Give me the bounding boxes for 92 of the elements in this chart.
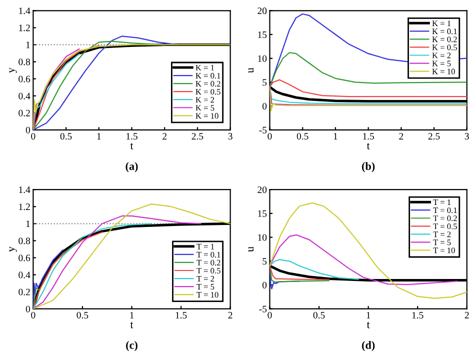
legend-label: T = 0.1 xyxy=(433,207,457,214)
y-tick-label: -5 xyxy=(259,126,267,134)
y-axis-title: u xyxy=(248,68,254,73)
x-tick-label: 2 xyxy=(464,312,469,318)
x-tick-label: 2 xyxy=(228,312,232,318)
x-axis-title: t xyxy=(366,322,370,328)
x-tick-label: 0.5 xyxy=(60,132,72,140)
x-tick-label: 1.5 xyxy=(126,133,138,140)
legend-label: K = 2 xyxy=(196,97,214,103)
y-tick-label: 0.2 xyxy=(18,110,30,116)
y-tick-label: 15 xyxy=(258,31,267,38)
y-tick-label: -5 xyxy=(259,306,267,312)
x-tick-label: 2.5 xyxy=(428,133,440,140)
x-axis-title: t xyxy=(366,142,370,150)
y-tick-label: 5 xyxy=(262,258,267,265)
y-tick-label: 1 xyxy=(26,42,30,48)
y-axis-title: y xyxy=(9,246,17,252)
y-tick-label: 0 xyxy=(262,102,267,110)
x-axis-title: t xyxy=(130,142,134,150)
y-tick-label: 0.4 xyxy=(18,92,30,100)
legend-label: K = 5 xyxy=(432,60,451,66)
legend-label: T = 0.2 xyxy=(196,260,220,266)
x-tick-label: 1 xyxy=(366,312,370,318)
y-tick-label: 0 xyxy=(262,282,267,288)
legend-label: K = 10 xyxy=(432,68,455,74)
x-axis-title: t xyxy=(130,322,134,328)
legend-label: K = 5 xyxy=(196,105,214,111)
y-tick-label: 0.6 xyxy=(18,254,30,262)
x-tick-label: 2.5 xyxy=(192,133,204,140)
text: (d) xyxy=(362,341,375,352)
y-tick-label: 1.4 xyxy=(19,186,30,194)
x-tick-label: 0.5 xyxy=(296,132,308,140)
y-tick-label: 15 xyxy=(258,210,267,217)
y-tick-label: 1.2 xyxy=(19,24,30,32)
legend-label: K = 0.1 xyxy=(196,72,220,79)
x-tick-label: 1.5 xyxy=(412,312,424,319)
x-tick-label: 3 xyxy=(228,133,232,140)
legend-label: T = 0.5 xyxy=(196,268,220,274)
legend-label: T = 2 xyxy=(433,232,451,238)
legend-label: K = 0.2 xyxy=(196,80,220,87)
y-tick-label: 0.8 xyxy=(18,238,30,244)
x-tick-label: 0 xyxy=(31,132,36,140)
y-tick-label: 0 xyxy=(26,126,30,134)
legend-label: T = 1 xyxy=(196,244,214,250)
legend-label: T = 0.1 xyxy=(196,252,220,258)
legend-label: K = 0.1 xyxy=(432,28,457,34)
y-tick-label: 0.4 xyxy=(18,272,30,278)
x-tick-label: 1.5 xyxy=(363,133,374,140)
legend-label: T = 10 xyxy=(433,248,455,254)
legend-label: K = 0.2 xyxy=(432,36,457,42)
legend-label: K = 0.5 xyxy=(432,44,457,50)
y-tick-label: 10 xyxy=(258,234,267,241)
y-tick-label: 0.6 xyxy=(18,76,30,82)
x-tick-label: 1 xyxy=(334,133,338,140)
x-tick-label: 0.5 xyxy=(313,312,325,319)
legend-label: K = 1 xyxy=(196,64,214,70)
x-tick-label: 0 xyxy=(268,132,272,140)
legend-label: K = 2 xyxy=(432,52,451,58)
legend-label: K = 0.5 xyxy=(196,88,220,95)
x-tick-label: 1 xyxy=(130,312,134,318)
y-tick-label: 10 xyxy=(258,55,267,62)
legend-label: T = 0.2 xyxy=(433,215,457,222)
x-tick-label: 0 xyxy=(31,312,36,318)
legend-label: T = 1 xyxy=(433,199,451,205)
legend-label: T = 5 xyxy=(196,284,214,290)
x-tick-label: 1 xyxy=(97,133,101,140)
legend-label: T = 5 xyxy=(433,240,451,246)
x-tick-label: 3 xyxy=(464,133,469,140)
y-tick-label: 0.2 xyxy=(18,288,30,296)
y-tick-label: 20 xyxy=(258,186,267,194)
y-tick-label: 1.2 xyxy=(19,204,30,210)
legend-label: K = 1 xyxy=(432,20,451,26)
x-tick-label: 2 xyxy=(162,133,166,140)
text: (a) xyxy=(126,162,138,172)
legend-label: T = 10 xyxy=(196,292,218,298)
legend-label: T = 2 xyxy=(196,276,214,282)
x-tick-label: 0.5 xyxy=(76,312,88,319)
y-tick-label: 0.8 xyxy=(18,58,30,66)
x-tick-label: 0 xyxy=(268,312,272,318)
legend-label: K = 10 xyxy=(196,113,218,119)
text: (c) xyxy=(126,341,138,352)
y-tick-label: 5 xyxy=(262,79,267,86)
x-tick-label: 2 xyxy=(399,133,404,140)
y-axis-title: u xyxy=(248,246,254,252)
legend-label: T = 0.5 xyxy=(433,224,457,230)
y-tick-label: 20 xyxy=(258,8,267,14)
y-tick-label: 1.4 xyxy=(19,8,30,14)
text: (b) xyxy=(362,162,375,172)
x-tick-label: 1.5 xyxy=(176,312,187,319)
y-axis-title: y xyxy=(9,68,17,73)
y-tick-label: 0 xyxy=(26,306,30,312)
y-tick-label: 1 xyxy=(26,220,30,228)
